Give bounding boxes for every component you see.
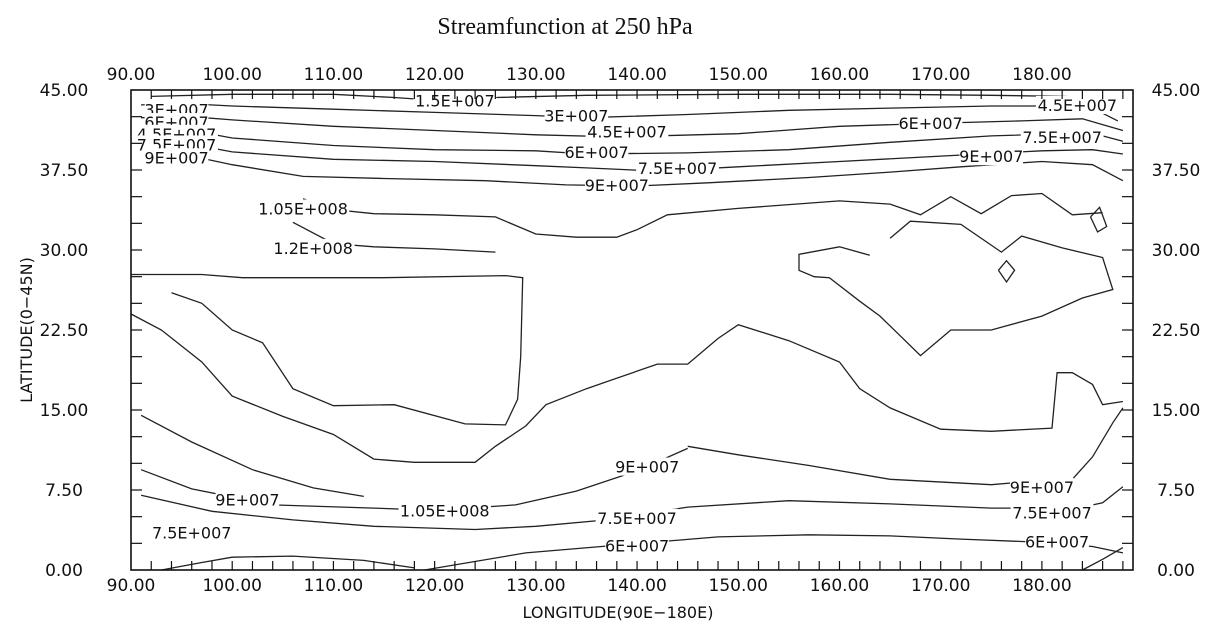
- contour-label-background: [544, 106, 609, 125]
- contour-label-background: [615, 457, 679, 476]
- y-tick-label-right: 15.00: [1152, 401, 1201, 421]
- x-tick-label-bottom: 90.00: [107, 576, 156, 596]
- x-tick-label-top: 130.00: [506, 65, 565, 85]
- y-tick-label-left: 7.50: [45, 481, 83, 501]
- contour-label: 1.2E+008: [273, 239, 353, 258]
- x-tick-label-top: 150.00: [709, 65, 768, 85]
- x-tick-label-bottom: 180.00: [1012, 576, 1071, 596]
- contour-label-background: [271, 238, 355, 257]
- contour-label-background: [1020, 128, 1104, 146]
- x-tick-label-top: 120.00: [405, 65, 464, 85]
- contour-line-120000000: [798, 220, 1114, 357]
- contour-label-background: [605, 536, 669, 555]
- contour-label-background: [595, 508, 679, 527]
- contour-label: 7.5E+007: [597, 509, 677, 528]
- contour-label-background: [585, 122, 669, 141]
- contour-label: 6E+007: [1025, 532, 1089, 551]
- contour-label: 7.5E+007: [152, 524, 232, 543]
- contour-label: 1.05E+008: [258, 199, 348, 218]
- contour-line-45000000: [1082, 547, 1124, 571]
- contour-label-background: [215, 490, 280, 509]
- axis-ticks: 90.00 90.00 100.00 100.00 110.00 110.00 120.00…: [40, 65, 1201, 596]
- x-axis-label: LONGITUDE(90E−180E): [523, 603, 714, 622]
- contour-label: 6E+007: [564, 143, 628, 162]
- contour-label-background: [1025, 532, 1089, 551]
- contour-label-background: [898, 114, 963, 133]
- contour-line-105000000: [130, 313, 1124, 463]
- contour-label-background: [1010, 503, 1094, 522]
- contour-label: 4.5E+007: [1038, 96, 1118, 115]
- contour-label: 9E+007: [144, 148, 208, 167]
- y-tick-label-right: 30.00: [1152, 241, 1201, 261]
- y-tick-label-left: 45.00: [40, 81, 89, 101]
- contour-label: 6E+007: [898, 114, 962, 133]
- contour-label-background: [398, 501, 491, 520]
- plot-frame: [130, 89, 1134, 571]
- x-tick-label-top: 100.00: [202, 65, 261, 85]
- contour-line-120000000: [997, 259, 1016, 284]
- contour-label: 9E+007: [1010, 478, 1074, 497]
- contour-label-background: [636, 158, 719, 177]
- contour-line-45000000: [161, 555, 415, 571]
- contour-label: 9E+007: [615, 458, 679, 477]
- contour-label-background: [1010, 477, 1074, 496]
- x-tick-label-bottom: 170.00: [911, 576, 970, 596]
- y-tick-label-left: 37.50: [40, 161, 89, 181]
- contour-label: 9E+007: [959, 147, 1023, 166]
- chart-title: Streamfunction at 250 hPa: [437, 14, 693, 40]
- contour-label: 3E+007: [544, 107, 608, 126]
- x-tick-label-top: 90.00: [107, 65, 156, 85]
- x-tick-label-bottom: 110.00: [304, 576, 363, 596]
- contour-line-30000000: [141, 103, 1119, 122]
- contour-line-120000000: [131, 273, 524, 426]
- y-tick-label-right: 45.00: [1152, 81, 1201, 101]
- y-tick-label-left: 0.00: [45, 561, 83, 581]
- x-tick-label-bottom: 160.00: [810, 576, 869, 596]
- contour-label: 9E+007: [215, 491, 279, 510]
- y-axis-label: LATITUDE(0−45N): [17, 257, 36, 403]
- contour-line-105000000: [302, 192, 1103, 238]
- y-tick-label-left: 15.00: [40, 401, 89, 421]
- contour-line-120000000: [292, 221, 496, 253]
- contour-label-background: [585, 176, 649, 194]
- y-tick-label-left: 22.50: [40, 321, 89, 341]
- contour-labels: 1.5E+0073E+0074.5E+0076E+0077.5E+0079E+0…: [135, 91, 1119, 556]
- contour-label: 6E+007: [605, 537, 669, 556]
- x-tick-label-bottom: 100.00: [202, 576, 261, 596]
- contour-line-105000000: [140, 414, 364, 498]
- x-tick-label-bottom: 150.00: [709, 576, 768, 596]
- contour-line-120000000: [1089, 206, 1108, 233]
- y-tick-label-left: 30.00: [40, 241, 89, 261]
- contour-label: 7.5E+007: [1022, 128, 1102, 147]
- x-tick-label-bottom: 120.00: [405, 576, 464, 596]
- contour-label: 7.5E+007: [638, 159, 718, 178]
- x-tick-label-bottom: 130.00: [506, 576, 565, 596]
- x-tick-label-top: 160.00: [810, 65, 869, 85]
- contour-label-background: [150, 523, 234, 542]
- contour-line-60000000: [424, 534, 1124, 571]
- contour-label-background: [1035, 96, 1119, 114]
- y-tick-label-right: 37.50: [1152, 161, 1201, 181]
- y-tick-label-right: 0.00: [1157, 561, 1195, 581]
- contour-label: 9E+007: [585, 176, 649, 195]
- y-tick-label-right: 22.50: [1152, 321, 1201, 341]
- x-tick-label-top: 140.00: [607, 65, 666, 85]
- x-tick-label-top: 170.00: [911, 65, 970, 85]
- contour-label-background: [564, 142, 629, 161]
- x-tick-label-top: 110.00: [304, 65, 363, 85]
- contour-label: 4.5E+007: [587, 123, 667, 142]
- contour-label-background: [256, 199, 350, 218]
- contour-line-75000000: [141, 141, 1123, 172]
- x-tick-label-bottom: 140.00: [607, 576, 666, 596]
- contour-label: 7.5E+007: [1012, 503, 1092, 522]
- contour-label: 1.05E+008: [400, 501, 490, 520]
- x-tick-label-top: 180.00: [1012, 65, 1071, 85]
- contour-label-background: [144, 148, 209, 167]
- contour-line-90000000: [687, 407, 1124, 486]
- contour-label-background: [959, 147, 1024, 166]
- y-tick-label-right: 7.50: [1157, 481, 1195, 501]
